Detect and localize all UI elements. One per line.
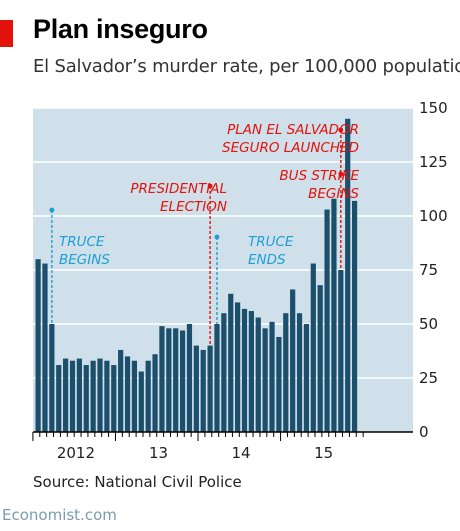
y-tick-label: 100 [419,207,448,225]
bar [255,317,261,432]
bar [345,118,351,433]
bar [111,365,117,432]
x-tick-label: 14 [232,444,251,462]
bar [262,328,268,432]
annotation-label: BEGINS [59,252,110,268]
y-tick-label: 125 [419,153,448,171]
x-tick-label: 15 [314,444,333,462]
annotation-label: BUS STRIKE [279,168,359,184]
annotation-label: ENDS [248,252,286,268]
annotation-label: PLAN EL SALVADOR [227,122,359,138]
bar [200,349,206,432]
bar [221,313,227,432]
bar [145,360,151,432]
bar [76,358,82,432]
bar [152,354,158,432]
annotation-label: TRUCE [248,234,294,250]
bar [324,209,330,432]
bar [283,313,289,432]
annotation-label: ELECTION [160,199,227,215]
bar [310,263,316,432]
bar [331,198,337,432]
y-tick-label: 0 [419,423,429,441]
bar [290,289,296,432]
red-tag-accent [0,20,13,47]
y-tick-label: 150 [419,99,448,117]
bar [166,328,172,432]
annotation-label: TRUCE [59,234,105,250]
bar [104,360,110,432]
annotation-dot [49,207,55,213]
bar [207,345,213,432]
bar [269,321,275,432]
bar [228,293,234,432]
bar [56,365,62,432]
annotation-label: PRESIDENTIAL [130,181,227,197]
bar [90,360,96,432]
bar [69,360,76,432]
bar [83,365,89,432]
x-tick-label: 13 [149,444,168,462]
bar [338,270,344,432]
bar [173,328,179,432]
chart-title: Plan inseguro [33,14,208,44]
bar [193,345,199,432]
bar [124,356,131,432]
economist-wordmark: Economist.com [2,506,117,524]
x-tick-label: 2012 [57,444,95,462]
bar [241,308,248,432]
bar [35,259,41,432]
bar [42,263,48,432]
bar [97,358,103,432]
y-tick-label: 50 [419,315,438,333]
bar [351,200,358,432]
chart-subtitle: El Salvador’s murder rate, per 100,000 p… [33,56,460,77]
bar [179,330,186,432]
bar [63,358,69,432]
bar [214,324,220,432]
annotation-label: SEGURO LAUNCHED [222,140,359,156]
bar [49,324,55,432]
annotation-dot [338,171,344,177]
annotation-dot [207,183,213,189]
bar [131,360,138,432]
y-tick-label: 25 [419,369,438,387]
bar [248,311,254,432]
bar [276,336,282,432]
annotation-label: BEGINS [308,186,359,202]
annotation-dot [338,127,344,133]
source-note: Source: National Civil Police [33,473,242,491]
bar [296,313,303,432]
bar [186,324,193,432]
bar [303,324,310,432]
bar [118,349,124,432]
bar [235,302,241,432]
y-tick-label: 75 [419,261,438,279]
bar [138,371,144,432]
annotation-dot [214,234,220,240]
bar [317,285,323,432]
bar [159,326,165,432]
